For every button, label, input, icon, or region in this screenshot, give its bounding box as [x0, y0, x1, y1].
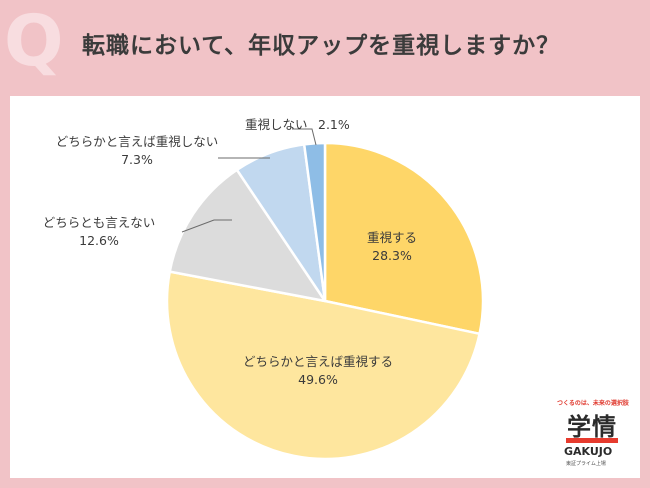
slice-value-3: 7.3% [121, 152, 153, 167]
pie-slice-0 [323, 141, 485, 336]
leader-line-2 [292, 128, 317, 146]
leader-line-0 [181, 219, 232, 233]
pie-slice-1 [165, 270, 482, 461]
slice-value-2: 12.6% [79, 233, 119, 248]
logo-footer: 東証プライム上場 [566, 461, 606, 467]
q-mark: Q [4, 0, 64, 82]
slice-value-1: 49.6% [298, 372, 338, 387]
slice-label-1: どちらかと言えば重視する [243, 354, 393, 369]
logo-name: 学情 [567, 413, 617, 441]
logo-bar [566, 438, 618, 443]
slice-value-0: 28.3% [372, 248, 412, 263]
leader-lines [181, 128, 317, 233]
logo-tagline: つくるのは、未来の選択肢 [557, 400, 629, 407]
slice-label-2: どちらとも言えない [43, 215, 156, 230]
pie-slices [165, 141, 485, 461]
pie-slice-4 [302, 141, 327, 302]
logo-romaji: GAKUJO [564, 445, 613, 458]
slice-label-3: どちらかと言えば重視しない [56, 134, 219, 149]
slice-value-4: 2.1% [318, 117, 350, 132]
slice-label-0: 重視する [367, 230, 417, 245]
page-title: 転職において、年収アップを重視しますか？ [82, 33, 561, 59]
pie-slice-2 [168, 168, 328, 303]
slice-label-4: 重視しない [245, 117, 308, 132]
